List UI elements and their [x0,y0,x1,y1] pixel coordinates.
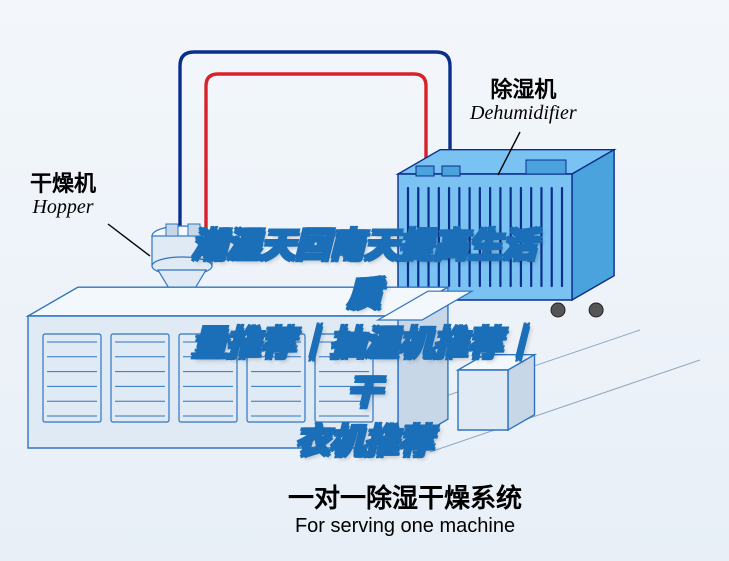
label-hopper-en: Hopper [30,196,96,218]
label-dehumidifier-en: Dehumidifier [470,102,577,124]
label-dehumidifier-cn: 除湿机 [470,78,577,102]
system-diagram [0,0,729,561]
pipe-red [206,74,426,256]
label-hopper-cn: 干燥机 [30,172,96,196]
label-hopper: 干燥机 Hopper [30,172,96,218]
label-pointer-hopper [108,224,150,256]
footer-cn: 一对一除湿干燥系统 [288,478,522,515]
footer-title: 一对一除湿干燥系统 For serving one machine [288,478,522,538]
footer-en: For serving one machine [288,515,522,538]
extruder-machine [28,287,535,448]
label-dehumidifier: 除湿机 Dehumidifier [470,78,577,124]
